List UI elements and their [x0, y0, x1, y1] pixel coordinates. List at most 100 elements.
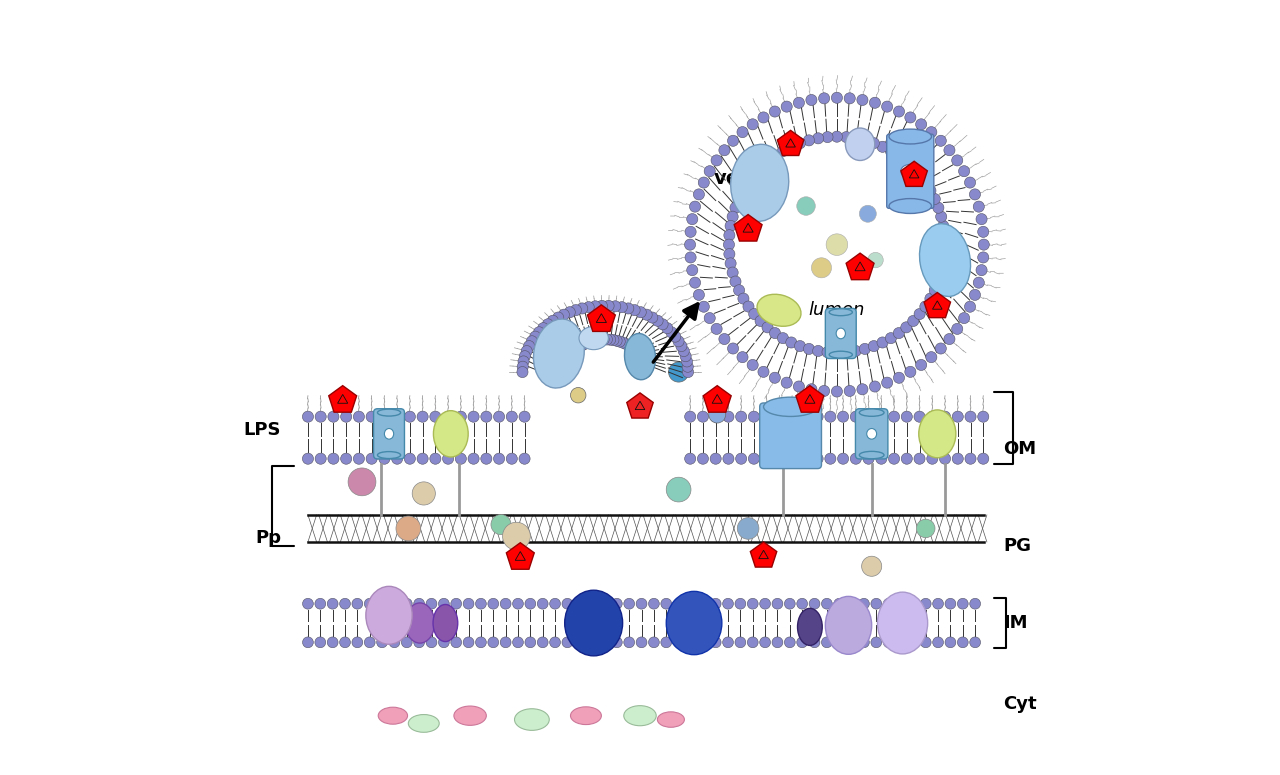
Circle shape	[530, 331, 541, 343]
Circle shape	[859, 135, 870, 146]
Circle shape	[737, 126, 748, 138]
Circle shape	[353, 453, 365, 464]
Circle shape	[850, 133, 861, 144]
Circle shape	[868, 138, 879, 149]
Circle shape	[538, 637, 548, 648]
Ellipse shape	[564, 591, 622, 656]
Circle shape	[762, 157, 773, 167]
Circle shape	[641, 309, 653, 320]
Circle shape	[822, 132, 833, 143]
Circle shape	[685, 226, 696, 237]
Circle shape	[494, 453, 504, 464]
Circle shape	[727, 267, 739, 278]
Circle shape	[562, 598, 573, 609]
Circle shape	[685, 252, 696, 263]
Circle shape	[673, 637, 684, 648]
Circle shape	[869, 381, 881, 392]
Circle shape	[755, 315, 767, 326]
Circle shape	[595, 334, 605, 345]
Circle shape	[723, 249, 735, 260]
Circle shape	[781, 101, 792, 112]
Circle shape	[893, 372, 905, 384]
Circle shape	[404, 453, 416, 464]
Polygon shape	[588, 305, 616, 332]
Circle shape	[580, 338, 590, 350]
Circle shape	[943, 333, 955, 345]
Circle shape	[794, 381, 804, 392]
Circle shape	[915, 119, 927, 130]
Circle shape	[699, 301, 709, 312]
Circle shape	[927, 453, 938, 464]
Circle shape	[632, 347, 644, 358]
Circle shape	[640, 367, 652, 377]
Circle shape	[302, 637, 314, 648]
Circle shape	[769, 372, 781, 384]
Circle shape	[796, 637, 808, 648]
Circle shape	[376, 637, 388, 648]
Circle shape	[586, 598, 598, 609]
Circle shape	[475, 637, 486, 648]
Circle shape	[888, 453, 900, 464]
Circle shape	[760, 598, 771, 609]
Circle shape	[737, 293, 749, 304]
Circle shape	[639, 356, 649, 367]
Circle shape	[426, 637, 436, 648]
Circle shape	[353, 411, 365, 422]
Circle shape	[430, 411, 440, 422]
Circle shape	[876, 453, 887, 464]
Circle shape	[965, 453, 977, 464]
Circle shape	[710, 637, 721, 648]
Circle shape	[822, 598, 832, 609]
Circle shape	[567, 347, 579, 358]
Circle shape	[586, 637, 598, 648]
Circle shape	[877, 141, 888, 153]
Circle shape	[723, 453, 733, 464]
Circle shape	[640, 361, 652, 372]
Circle shape	[500, 598, 511, 609]
Circle shape	[929, 284, 941, 296]
Ellipse shape	[919, 410, 956, 458]
Circle shape	[463, 598, 474, 609]
Circle shape	[908, 163, 919, 174]
Ellipse shape	[406, 603, 435, 643]
Circle shape	[302, 453, 314, 464]
Circle shape	[933, 598, 943, 609]
Circle shape	[920, 598, 931, 609]
Circle shape	[877, 337, 888, 348]
FancyBboxPatch shape	[760, 403, 822, 469]
Circle shape	[749, 411, 759, 422]
Circle shape	[914, 453, 925, 464]
Ellipse shape	[797, 608, 822, 646]
Circle shape	[824, 453, 836, 464]
Ellipse shape	[901, 164, 920, 178]
FancyBboxPatch shape	[887, 134, 934, 208]
Ellipse shape	[731, 144, 788, 222]
Circle shape	[772, 637, 783, 648]
Circle shape	[758, 112, 769, 123]
Circle shape	[785, 598, 795, 609]
Circle shape	[774, 453, 785, 464]
Circle shape	[413, 598, 425, 609]
Circle shape	[668, 362, 689, 382]
Circle shape	[348, 468, 376, 496]
Circle shape	[973, 201, 984, 212]
Circle shape	[686, 598, 696, 609]
Circle shape	[841, 132, 852, 143]
Circle shape	[456, 411, 466, 422]
Circle shape	[468, 453, 479, 464]
Circle shape	[883, 598, 893, 609]
Circle shape	[908, 315, 919, 326]
Circle shape	[723, 637, 733, 648]
Circle shape	[366, 453, 378, 464]
Circle shape	[957, 598, 968, 609]
Circle shape	[481, 453, 492, 464]
Circle shape	[945, 598, 956, 609]
Circle shape	[735, 637, 746, 648]
Ellipse shape	[845, 128, 874, 160]
Circle shape	[826, 234, 847, 256]
Circle shape	[634, 349, 645, 360]
Circle shape	[905, 112, 916, 123]
Circle shape	[777, 332, 788, 343]
Circle shape	[681, 356, 692, 367]
Circle shape	[952, 453, 964, 464]
